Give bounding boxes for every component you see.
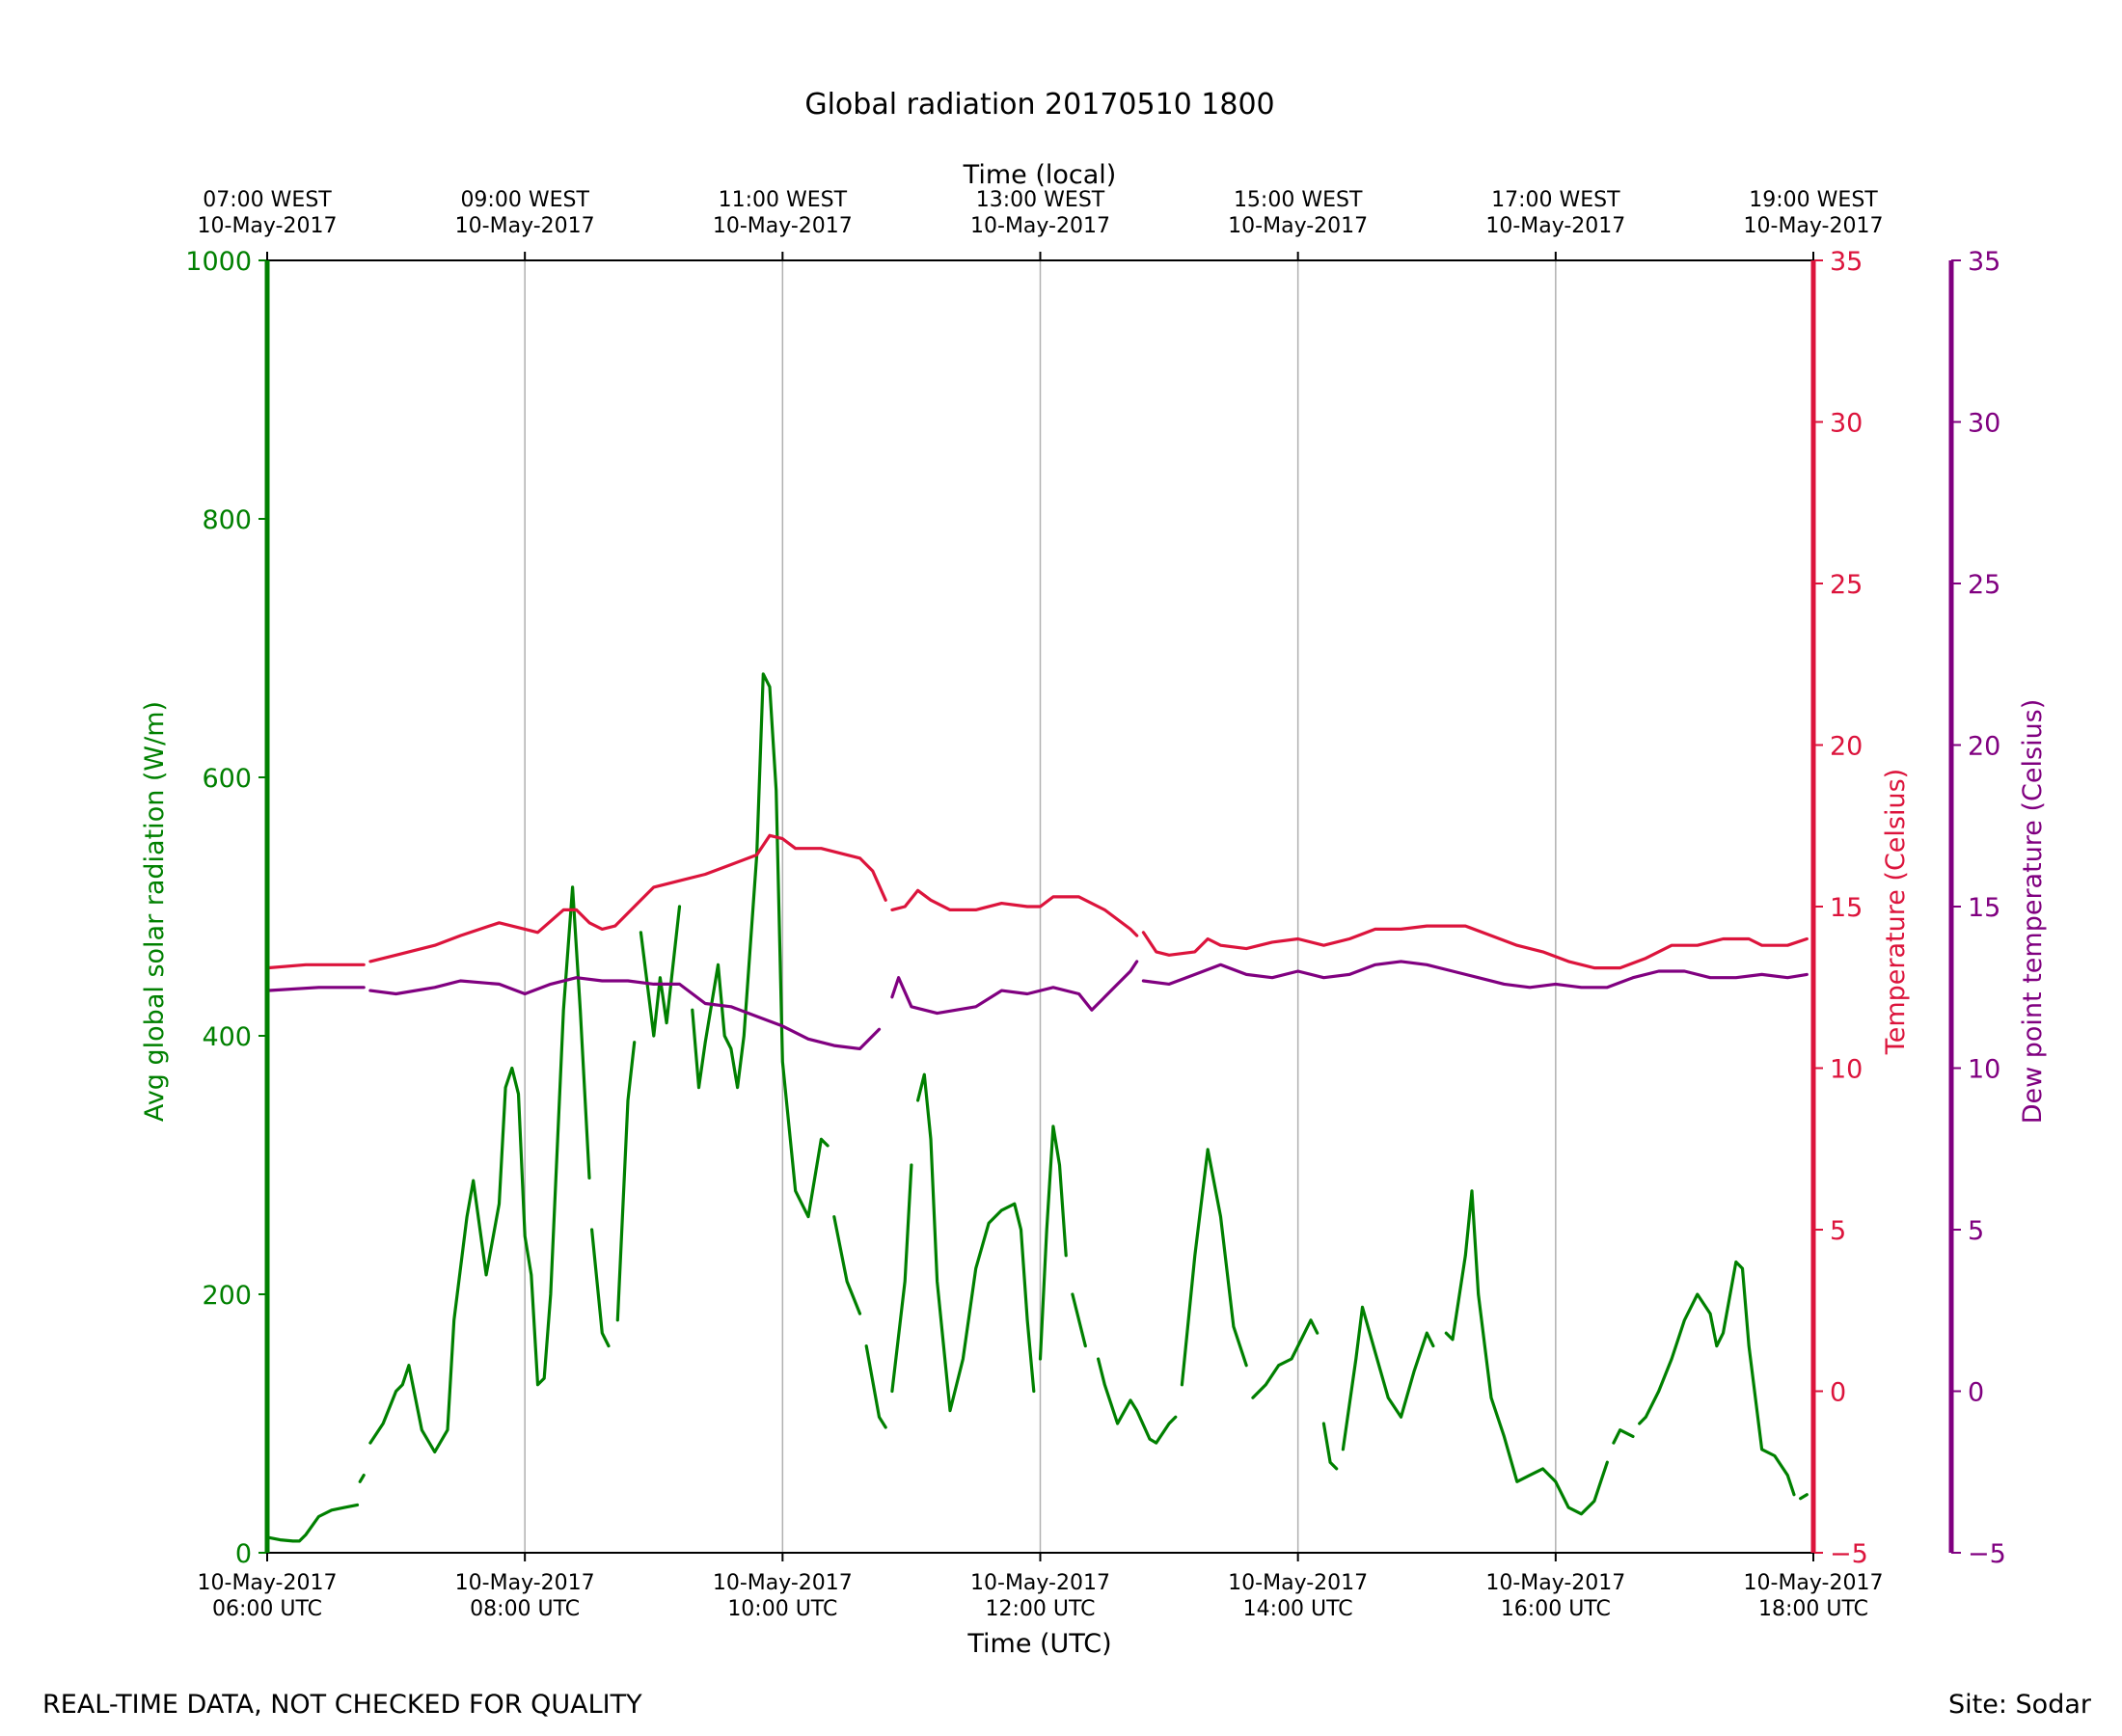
radiation-line-segment [1444,1189,1609,1516]
y2-tick-label: 15 [1830,893,1863,923]
x2-tick-label-time: 11:00 WEST [719,188,848,212]
radiation-line-segment [890,1163,913,1394]
y3-tick-label: −5 [1968,1539,2006,1569]
x2-tick-label-date: 10-May-2017 [455,214,595,238]
y3-tick-label: 0 [1968,1378,1984,1408]
y2-tick-label: 35 [1830,247,1863,277]
x-tick-label-time: 06:00 UTC [212,1597,322,1621]
x-tick-label-date: 10-May-2017 [970,1571,1110,1595]
site-label: Site: Sodar [1948,1690,2092,1720]
x-tick-label-date: 10-May-2017 [1228,1571,1368,1595]
x-axis-label: Time (UTC) [966,1629,1111,1659]
y3-tick-label: 25 [1968,570,2000,600]
y2-tick-label: 0 [1830,1378,1846,1408]
y-tick-label: 800 [202,505,252,535]
dewpoint-line-segment [1141,960,1809,990]
y3-tick-label: 5 [1968,1216,1984,1246]
y3-tick-label: 35 [1968,247,2000,277]
x-tick-label-time: 18:00 UTC [1758,1597,1868,1621]
x2-tick-label-date: 10-May-2017 [970,214,1110,238]
y3-tick-label: 10 [1968,1055,2000,1085]
x2-tick-label-date: 10-May-2017 [198,214,338,238]
y2-tick-label: 20 [1830,732,1863,762]
temperature-line-segment [890,888,1139,937]
temperature-line-segment [265,963,366,970]
dewpoint-line-segment [368,976,882,1050]
chart-title: Global radiation 20170510 1800 [804,88,1274,122]
x-tick-label-time: 16:00 UTC [1501,1597,1611,1621]
x-tick-label-time: 08:00 UTC [470,1597,580,1621]
y2-tick-label: 10 [1830,1055,1863,1085]
radiation-line-segment [864,1344,887,1429]
radiation-line-segment [1638,1260,1796,1497]
temperature-line-segment [1141,924,1809,970]
radiation-line-segment [1038,1125,1068,1361]
x-tick-label-date: 10-May-2017 [455,1571,595,1595]
dewpoint-line-segment [265,986,366,992]
x2-tick-label-time: 13:00 WEST [976,188,1105,212]
temperature-line-segment [368,833,887,963]
x-tick-label-time: 14:00 UTC [1243,1597,1353,1621]
radiation-line-segment [368,885,591,1454]
radiation-line-segment [832,1215,862,1316]
y-tick-label: 400 [202,1022,252,1052]
x2-tick-label-time: 07:00 WEST [203,188,332,212]
radiation-line-segment [1799,1493,1809,1501]
y2-tick-label: −5 [1830,1539,1868,1569]
x-tick-label-date: 10-May-2017 [713,1571,853,1595]
radiation-line-segment [1180,1148,1248,1387]
x-tick-label-time: 10:00 UTC [727,1597,837,1621]
y-tick-label: 600 [202,764,252,794]
radiation-line-segment [691,672,830,1219]
y-axis-label: Avg global solar radiation (W/m) [140,701,170,1122]
x2-tick-label-date: 10-May-2017 [1485,214,1625,238]
x-tick-label-date: 10-May-2017 [1485,1571,1625,1595]
y2-tick-label: 5 [1830,1216,1846,1246]
radiation-line-segment [1321,1422,1339,1471]
radiation-line-segment [1071,1292,1087,1348]
y3-axis-label: Dew point temperature (Celsius) [2018,699,2048,1125]
radiation-line-segment [639,905,682,1038]
x-tick-label-date: 10-May-2017 [1744,1571,1884,1595]
dewpoint-line-segment [890,960,1139,1016]
y2-tick-label: 25 [1830,570,1863,600]
y3-tick-label: 30 [1968,409,2000,439]
x2-tick-label-time: 19:00 WEST [1749,188,1878,212]
x-tick-label-time: 12:00 UTC [985,1597,1095,1621]
footer-note: REAL-TIME DATA, NOT CHECKED FOR QUALITY [42,1690,642,1720]
x2-tick-label-date: 10-May-2017 [1744,214,1884,238]
y-tick-label: 200 [202,1281,252,1311]
x2-tick-label-date: 10-May-2017 [713,214,853,238]
x2-axis-label: Time (local) [963,160,1117,190]
radiation-line-segment [916,1072,1036,1413]
radiation-line-segment [1341,1305,1435,1451]
y2-axis-label: Temperature (Celsius) [1881,769,1911,1055]
radiation-line-segment [265,1503,360,1543]
radiation-line-segment [615,1041,637,1322]
x-tick-label-date: 10-May-2017 [198,1571,338,1595]
radiation-line-segment [358,1474,366,1483]
radiation-line-segment [1612,1428,1635,1445]
y-tick-label: 0 [235,1539,252,1569]
radiation-line-segment [1097,1357,1178,1445]
y3-tick-label: 20 [1968,732,2000,762]
radiation-line-segment [1251,1318,1319,1399]
x2-tick-label-time: 15:00 WEST [1234,188,1363,212]
x2-tick-label-date: 10-May-2017 [1228,214,1368,238]
x2-tick-label-time: 09:00 WEST [460,188,589,212]
y-tick-label: 1000 [185,247,252,277]
x2-tick-label-time: 17:00 WEST [1491,188,1620,212]
radiation-line-segment [590,1228,611,1348]
y3-tick-label: 15 [1968,893,2000,923]
y2-tick-label: 30 [1830,409,1863,439]
